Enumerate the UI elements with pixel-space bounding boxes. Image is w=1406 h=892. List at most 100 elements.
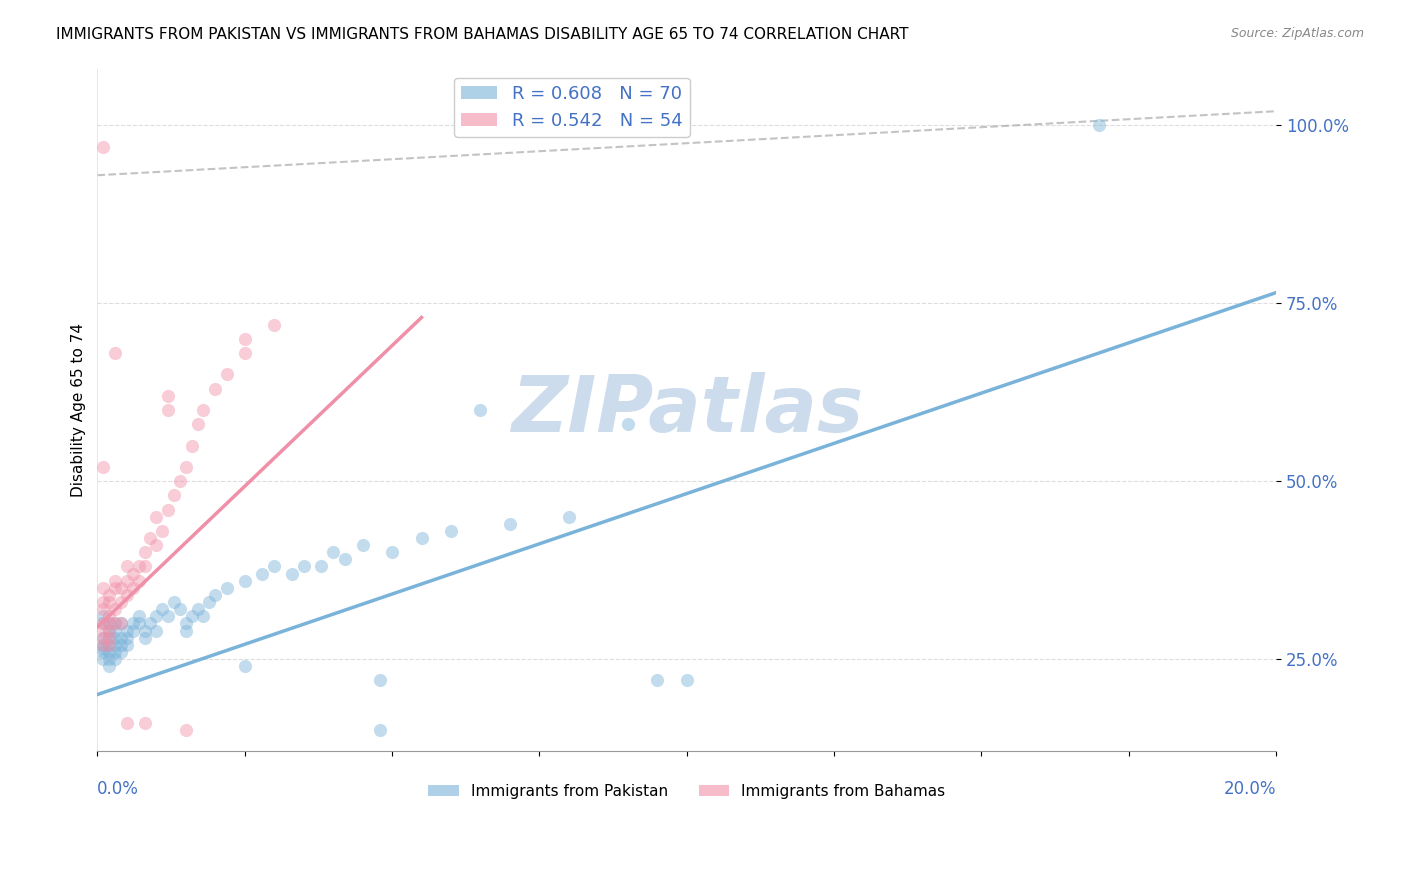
Point <box>91 645 114 659</box>
Point <box>115 559 138 574</box>
Point <box>104 346 127 360</box>
Point <box>98 659 121 673</box>
Point <box>193 609 215 624</box>
Point <box>311 559 333 574</box>
Point <box>440 524 463 538</box>
Point <box>104 624 127 638</box>
Point <box>115 716 138 731</box>
Point <box>252 566 274 581</box>
Point <box>187 417 209 432</box>
Point <box>128 574 150 588</box>
Point <box>98 638 121 652</box>
Point <box>381 545 404 559</box>
Point <box>145 509 167 524</box>
Point <box>98 645 121 659</box>
Point <box>169 474 191 488</box>
Point <box>145 609 167 624</box>
Point <box>121 566 143 581</box>
Point <box>91 616 114 631</box>
Point <box>470 403 492 417</box>
Point <box>499 516 522 531</box>
Point <box>134 545 156 559</box>
Point <box>139 616 162 631</box>
Point <box>134 559 156 574</box>
Point <box>110 616 132 631</box>
Point <box>352 538 374 552</box>
Point <box>121 624 143 638</box>
Point <box>174 723 197 738</box>
Point <box>98 624 121 638</box>
Point <box>180 609 202 624</box>
Point <box>139 531 162 545</box>
Point <box>187 602 209 616</box>
Point <box>115 624 138 638</box>
Point <box>558 509 581 524</box>
Point <box>91 602 114 616</box>
Legend: Immigrants from Pakistan, Immigrants from Bahamas: Immigrants from Pakistan, Immigrants fro… <box>422 778 952 805</box>
Point <box>91 459 114 474</box>
Point <box>104 602 127 616</box>
Point <box>134 624 156 638</box>
Point <box>1088 119 1111 133</box>
Point <box>134 631 156 645</box>
Point <box>675 673 697 688</box>
Point <box>215 581 238 595</box>
Point <box>91 641 114 656</box>
Point <box>98 609 121 624</box>
Point <box>145 538 167 552</box>
Point <box>150 602 173 616</box>
Point <box>215 368 238 382</box>
Point <box>98 624 121 638</box>
Point <box>91 652 114 666</box>
Point <box>134 716 156 731</box>
Point <box>91 616 114 631</box>
Point <box>180 439 202 453</box>
Point <box>645 673 668 688</box>
Point <box>98 652 121 666</box>
Point <box>104 616 127 631</box>
Point <box>91 631 114 645</box>
Point <box>368 673 391 688</box>
Point <box>98 638 121 652</box>
Point <box>322 545 344 559</box>
Point <box>617 417 640 432</box>
Point <box>104 638 127 652</box>
Point <box>91 581 114 595</box>
Point <box>233 659 256 673</box>
Point <box>104 574 127 588</box>
Point <box>145 624 167 638</box>
Point <box>128 616 150 631</box>
Point <box>98 595 121 609</box>
Point <box>98 631 121 645</box>
Point <box>110 638 132 652</box>
Point <box>150 524 173 538</box>
Point <box>115 588 138 602</box>
Point <box>193 403 215 417</box>
Point <box>157 403 180 417</box>
Point <box>98 588 121 602</box>
Point <box>169 602 191 616</box>
Point <box>174 459 197 474</box>
Text: 0.0%: 0.0% <box>97 780 139 798</box>
Point <box>121 616 143 631</box>
Point <box>115 574 138 588</box>
Point <box>115 638 138 652</box>
Point <box>104 645 127 659</box>
Point <box>163 595 186 609</box>
Point <box>91 609 114 624</box>
Point <box>157 389 180 403</box>
Point <box>128 609 150 624</box>
Point <box>110 616 132 631</box>
Point <box>198 595 221 609</box>
Point <box>263 559 285 574</box>
Point <box>91 638 114 652</box>
Point <box>333 552 356 566</box>
Point <box>91 140 114 154</box>
Point <box>110 645 132 659</box>
Point <box>233 574 256 588</box>
Point <box>98 616 121 631</box>
Point <box>292 559 315 574</box>
Point <box>163 488 186 502</box>
Point <box>115 631 138 645</box>
Point <box>174 624 197 638</box>
